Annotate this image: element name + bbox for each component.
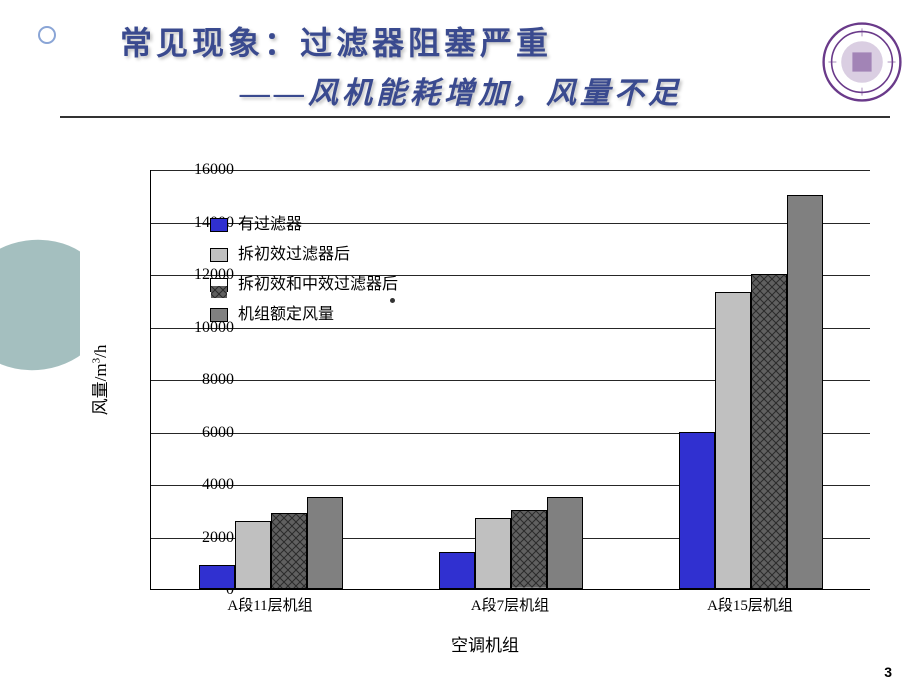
bar [439,552,475,589]
legend-label: 拆初效和中效过滤器后 [238,270,398,300]
bar [715,292,751,589]
bar [787,195,823,589]
title-line-2: ——风机能耗增加，风量不足 [240,68,920,112]
legend-swatch [210,278,228,292]
legend-swatch [210,248,228,262]
legend-swatch [210,218,228,232]
gridline [151,170,870,171]
legend-item: 有过滤器 [210,210,398,240]
x-tick-label: A段15层机组 [670,594,830,615]
bar [679,432,715,590]
bar [751,274,787,589]
bar [199,565,235,589]
x-axis-label: 空调机组 [80,631,890,656]
legend-swatch [210,308,228,322]
legend-item: 机组额定风量 [210,300,398,330]
bar [511,510,547,589]
page-number: 3 [884,664,892,680]
bar [547,497,583,589]
legend-item: 拆初效和中效过滤器后 [210,270,398,300]
legend-label: 机组额定风量 [238,300,334,330]
slide-header: 常见现象：过滤器阻塞严重 ——风机能耗增加，风量不足 [0,0,920,130]
title-line-1: 常见现象：过滤器阻塞严重 [120,18,920,64]
legend-label: 拆初效过滤器后 [238,240,350,270]
bar [307,497,343,589]
bar-chart: 风量/m3/h 02000400060008000100001200014000… [80,150,890,660]
legend-item: 拆初效过滤器后 [210,240,398,270]
legend-marker-dot [390,298,395,303]
bar [475,518,511,589]
bar [235,521,271,589]
header-underline [60,116,890,118]
x-tick-label: A段11层机组 [190,594,350,615]
bar [271,513,307,589]
legend-label: 有过滤器 [238,210,302,240]
university-seal-logo [822,22,902,102]
y-axis-label: 风量/m3/h [86,345,111,416]
legend: 有过滤器拆初效过滤器后拆初效和中效过滤器后机组额定风量 [210,210,398,330]
x-tick-label: A段7层机组 [430,594,590,615]
